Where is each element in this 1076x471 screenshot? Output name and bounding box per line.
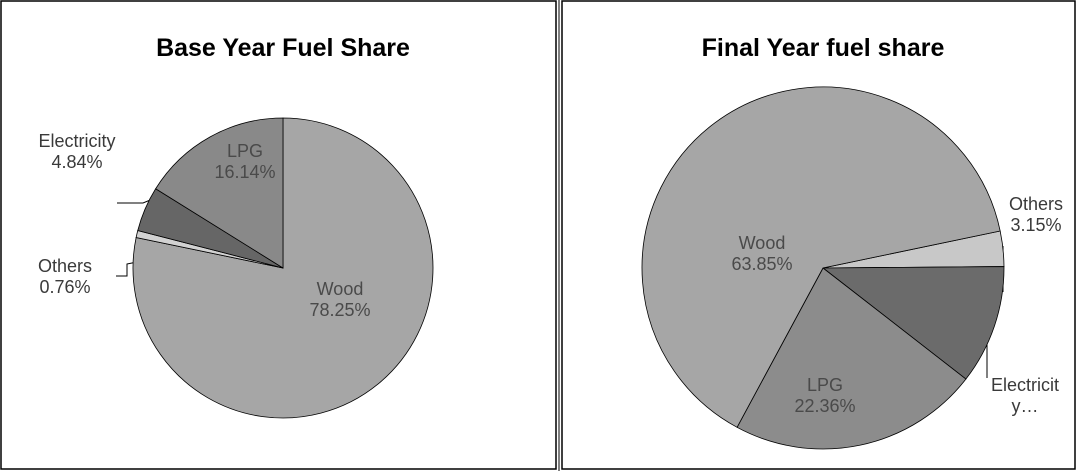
slice-label: LPG 16.14% [205, 141, 285, 183]
slice-label: Electricity… [984, 375, 1066, 417]
category-label: Electricity… [990, 375, 1059, 416]
chart-title: Final Year fuel share [702, 34, 945, 62]
value-label: 16.14% [214, 162, 276, 182]
slice-label: Others 3.15% [996, 194, 1076, 236]
value-label: 63.85% [731, 254, 793, 274]
category-label: Wood [738, 233, 786, 253]
value-label: 3.15% [1010, 215, 1062, 235]
value-label: 22.36% [794, 396, 856, 416]
category-label: Electricity [38, 131, 116, 151]
panel-border [0, 0, 557, 470]
slice-label: LPG 22.36% [785, 375, 865, 417]
pie-slice [821, 266, 1005, 380]
slice-label: Others 0.76% [30, 256, 100, 298]
value-label: 4.84% [51, 152, 103, 172]
category-label: Others [37, 256, 93, 276]
slice-label: Wood 78.25% [290, 279, 390, 321]
slice-label: Wood 63.85% [712, 233, 812, 275]
slice-label: Electricity 4.84% [36, 131, 118, 173]
pie-slice [155, 117, 284, 269]
value-label: 0.76% [39, 277, 91, 297]
category-label: LPG [806, 375, 844, 395]
pie-slice [641, 86, 1001, 428]
category-label: Wood [316, 279, 364, 299]
leader-line [116, 261, 138, 277]
category-label: Others [1008, 194, 1064, 214]
chart-title: Base Year Fuel Share [156, 34, 410, 62]
pie-slice [736, 267, 967, 450]
category-label: LPG [226, 141, 264, 161]
value-label: 78.25% [309, 300, 371, 320]
pie-slice [132, 117, 434, 419]
panel-border [561, 0, 1076, 470]
